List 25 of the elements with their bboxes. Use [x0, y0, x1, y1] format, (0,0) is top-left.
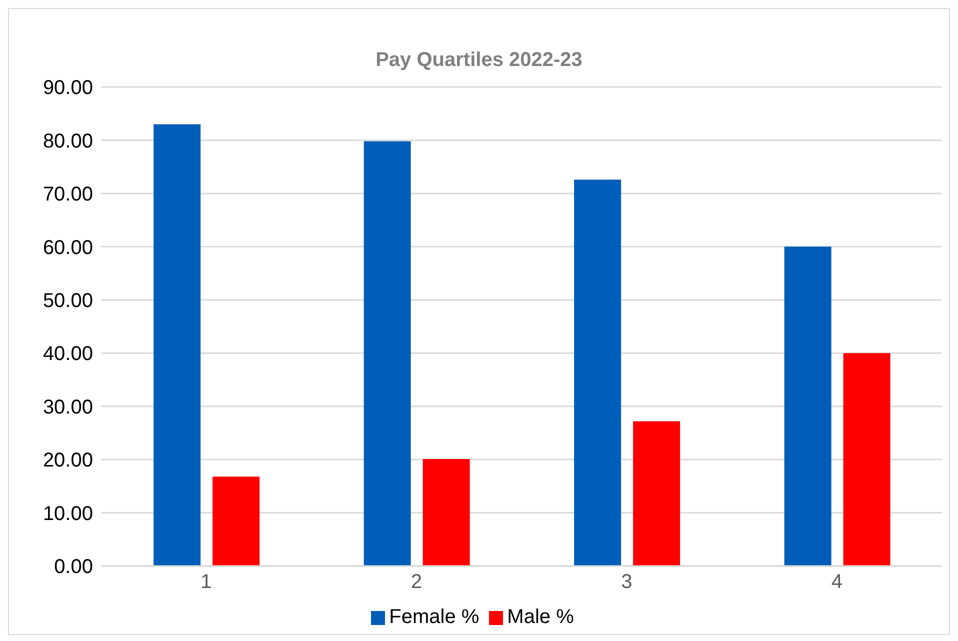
x-tick-label: 4: [831, 571, 842, 594]
bar: [212, 476, 260, 566]
y-tick-label: 50.00: [42, 290, 93, 312]
legend-label: Female %: [389, 606, 480, 628]
y-tick-label: 10.00: [42, 502, 93, 525]
bar: [364, 141, 411, 566]
y-tick-label: 20.00: [42, 450, 93, 472]
x-tick-label: 3: [621, 571, 632, 594]
x-tick-label: 2: [410, 571, 422, 594]
y-tick-label: 40.00: [42, 343, 93, 366]
y-tick-label: 90.00: [42, 77, 93, 100]
bar: [843, 353, 890, 566]
bar: [633, 421, 680, 566]
y-tick-label: 60.00: [42, 236, 93, 259]
y-tick-label: 80.00: [42, 130, 93, 152]
x-tick-label: 1: [200, 571, 212, 594]
y-tick-label: 30.00: [42, 396, 93, 418]
legend-label: Male %: [507, 606, 574, 628]
bar: [574, 180, 622, 566]
bar: [784, 246, 832, 566]
chart-title: Pay Quartiles 2022-23: [374, 49, 584, 73]
y-tick-label: 70.00: [42, 184, 93, 206]
bar: [422, 459, 470, 566]
y-tick-label: 0.00: [54, 556, 93, 578]
bar: [154, 124, 201, 566]
